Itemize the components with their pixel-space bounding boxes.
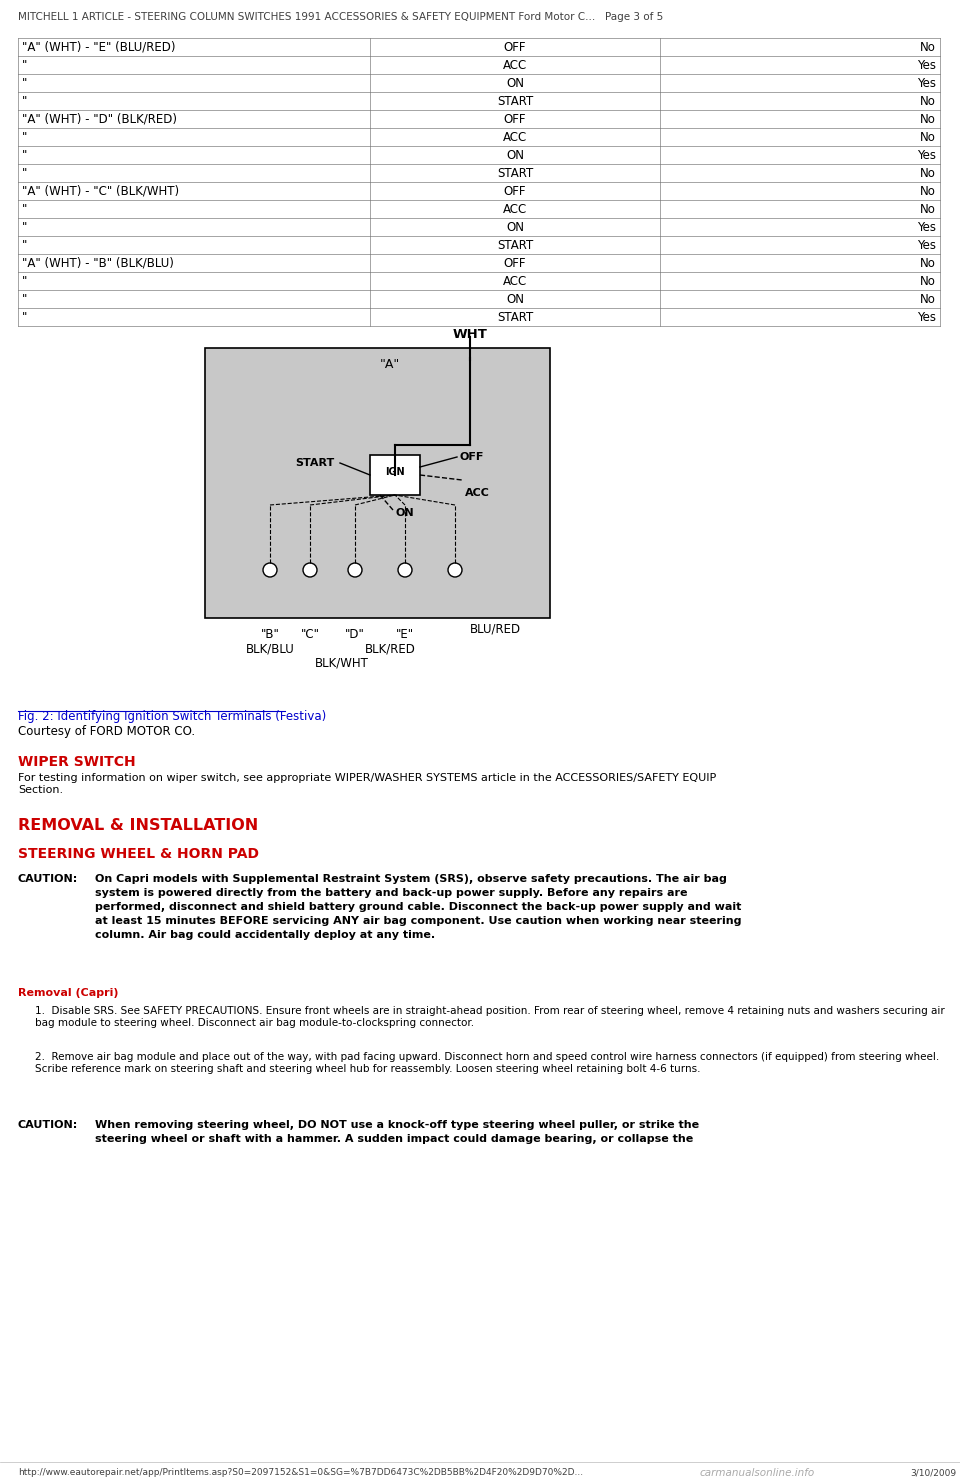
Text: BLK/RED: BLK/RED [365, 643, 416, 654]
Text: For testing information on wiper switch, see appropriate WIPER/WASHER SYSTEMS ar: For testing information on wiper switch,… [18, 773, 716, 794]
Text: No: No [920, 42, 936, 53]
Text: START: START [497, 95, 533, 108]
Text: OFF: OFF [504, 113, 526, 126]
Text: STEERING WHEEL & HORN PAD: STEERING WHEEL & HORN PAD [18, 847, 259, 861]
Text: carmanualsonline.info: carmanualsonline.info [700, 1468, 815, 1478]
Text: CAUTION:: CAUTION: [18, 874, 79, 884]
Text: ": " [22, 59, 28, 73]
Text: START: START [296, 459, 335, 467]
Text: ": " [22, 148, 28, 162]
Text: ": " [22, 292, 28, 306]
Text: No: No [920, 95, 936, 108]
Text: BLU/RED: BLU/RED [470, 623, 521, 637]
Text: "A": "A" [380, 358, 400, 371]
Text: Yes: Yes [917, 77, 936, 91]
Text: ": " [22, 312, 28, 324]
Text: "D": "D" [345, 628, 365, 641]
Text: No: No [920, 186, 936, 197]
Circle shape [303, 562, 317, 577]
Text: ": " [22, 131, 28, 144]
Text: ": " [22, 203, 28, 217]
Text: ACC: ACC [503, 131, 527, 144]
Text: START: START [497, 239, 533, 252]
Text: "A" (WHT) - "C" (BLK/WHT): "A" (WHT) - "C" (BLK/WHT) [22, 186, 180, 197]
Text: START: START [497, 312, 533, 324]
Text: ON: ON [395, 508, 414, 518]
Text: OFF: OFF [504, 257, 526, 270]
Text: 3/10/2009: 3/10/2009 [910, 1468, 956, 1477]
Text: No: No [920, 292, 936, 306]
Text: ": " [22, 221, 28, 234]
Text: 2.  Remove air bag module and place out of the way, with pad facing upward. Disc: 2. Remove air bag module and place out o… [35, 1052, 939, 1073]
Text: WIPER SWITCH: WIPER SWITCH [18, 755, 135, 769]
Text: 1.  Disable SRS. See SAFETY PRECAUTIONS. Ensure front wheels are in straight-ahe: 1. Disable SRS. See SAFETY PRECAUTIONS. … [35, 1006, 945, 1027]
Circle shape [448, 562, 462, 577]
Text: ACC: ACC [465, 488, 490, 499]
Text: ": " [22, 95, 28, 108]
Text: No: No [920, 113, 936, 126]
Text: OFF: OFF [504, 42, 526, 53]
Text: http://www.eautorepair.net/app/PrintItems.asp?S0=2097152&S1=0&SG=%7B7DD6473C%2DB: http://www.eautorepair.net/app/PrintItem… [18, 1468, 583, 1477]
Text: Fig. 2: Identifying Ignition Switch Terminals (Festiva): Fig. 2: Identifying Ignition Switch Term… [18, 709, 326, 723]
Text: On Capri models with Supplemental Restraint System (SRS), observe safety precaut: On Capri models with Supplemental Restra… [95, 874, 741, 939]
Text: Yes: Yes [917, 221, 936, 234]
Text: Yes: Yes [917, 148, 936, 162]
Text: No: No [920, 275, 936, 288]
Circle shape [263, 562, 277, 577]
Text: "C": "C" [300, 628, 320, 641]
Text: ON: ON [506, 148, 524, 162]
Text: OFF: OFF [460, 453, 485, 462]
Text: No: No [920, 168, 936, 180]
Text: ON: ON [506, 292, 524, 306]
Text: WHT: WHT [452, 328, 488, 341]
Circle shape [398, 562, 412, 577]
Text: No: No [920, 131, 936, 144]
Text: No: No [920, 203, 936, 217]
Text: CAUTION:: CAUTION: [18, 1120, 79, 1129]
Text: "E": "E" [396, 628, 414, 641]
Text: Yes: Yes [917, 239, 936, 252]
Text: "A" (WHT) - "E" (BLU/RED): "A" (WHT) - "E" (BLU/RED) [22, 42, 176, 53]
Text: ON: ON [506, 221, 524, 234]
Text: BLK/BLU: BLK/BLU [246, 643, 295, 654]
Text: MITCHELL 1 ARTICLE - STEERING COLUMN SWITCHES 1991 ACCESSORIES & SAFETY EQUIPMEN: MITCHELL 1 ARTICLE - STEERING COLUMN SWI… [18, 12, 663, 22]
Text: ": " [22, 77, 28, 91]
Text: START: START [497, 168, 533, 180]
Text: ACC: ACC [503, 203, 527, 217]
Text: ACC: ACC [503, 59, 527, 73]
Text: "A" (WHT) - "B" (BLK/BLU): "A" (WHT) - "B" (BLK/BLU) [22, 257, 174, 270]
Text: "B": "B" [260, 628, 279, 641]
Text: Yes: Yes [917, 312, 936, 324]
Text: Removal (Capri): Removal (Capri) [18, 988, 118, 999]
Text: ON: ON [506, 77, 524, 91]
Bar [370, 456, 420, 496]
Text: Courtesy of FORD MOTOR CO.: Courtesy of FORD MOTOR CO. [18, 726, 195, 738]
Text: Yes: Yes [917, 59, 936, 73]
Text: BLK/WHT: BLK/WHT [315, 656, 369, 669]
Bar [205, 349, 550, 617]
Text: ": " [22, 239, 28, 252]
Text: ACC: ACC [503, 275, 527, 288]
Circle shape [348, 562, 362, 577]
Text: When removing steering wheel, DO NOT use a knock-off type steering wheel puller,: When removing steering wheel, DO NOT use… [95, 1120, 699, 1144]
Text: No: No [920, 257, 936, 270]
Text: ": " [22, 275, 28, 288]
Text: ": " [22, 168, 28, 180]
Text: IGN: IGN [385, 467, 405, 476]
Text: "A" (WHT) - "D" (BLK/RED): "A" (WHT) - "D" (BLK/RED) [22, 113, 177, 126]
Text: OFF: OFF [504, 186, 526, 197]
Text: REMOVAL & INSTALLATION: REMOVAL & INSTALLATION [18, 818, 258, 833]
